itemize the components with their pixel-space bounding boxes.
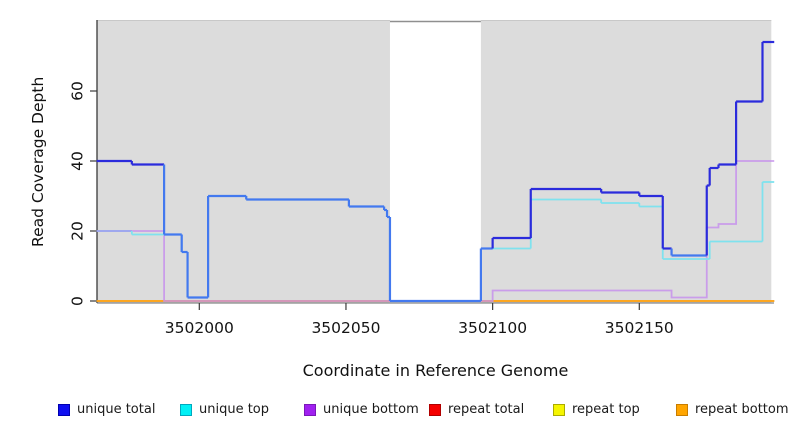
x-axis-title: Coordinate in Reference Genome xyxy=(302,361,569,380)
legend-label: repeat top xyxy=(572,402,640,417)
plot-background xyxy=(96,20,390,303)
legend-item-repeat-total: repeat total xyxy=(429,402,524,417)
x-tick-label: 3502150 xyxy=(605,319,674,337)
legend-swatch-icon xyxy=(429,403,441,416)
plot-background xyxy=(480,20,772,303)
y-tick-label: 40 xyxy=(69,151,87,171)
y-axis-title: Read Coverage Depth xyxy=(29,76,47,247)
legend-label: unique bottom xyxy=(323,402,419,417)
legend-item-repeat-top: repeat top xyxy=(553,402,640,417)
legend-label: repeat bottom xyxy=(695,402,789,417)
legend-swatch-icon xyxy=(676,403,688,416)
chart-area: 3502000 3502050 3502100 3502150 0 20 40 60 xyxy=(69,20,775,337)
legend-label: repeat total xyxy=(448,402,525,417)
x-tick-label: 3502050 xyxy=(311,319,380,337)
legend-label: unique top xyxy=(199,402,270,417)
y-tick-label: 20 xyxy=(69,221,87,241)
legend-swatch-icon xyxy=(304,403,316,416)
legend-item-unique-bottom: unique bottom xyxy=(304,402,419,417)
x-tick-label: 3502000 xyxy=(165,319,234,337)
legend-item-unique-total: unique total xyxy=(58,402,155,417)
x-tick-label: 3502100 xyxy=(458,319,527,337)
legend-swatch-icon xyxy=(553,403,565,416)
legend-item-unique-top: unique top xyxy=(180,402,269,417)
series-line-unique-bottom xyxy=(96,160,775,302)
legend: unique total unique top unique bottom repea… xyxy=(0,402,792,424)
y-tick-label: 60 xyxy=(69,81,87,101)
legend-item-repeat-bottom: repeat bottom xyxy=(676,402,789,417)
legend-label: unique total xyxy=(77,402,156,417)
legend-swatch-icon xyxy=(180,403,192,416)
y-tick-label: 0 xyxy=(69,296,87,306)
legend-swatch-icon xyxy=(58,403,70,416)
